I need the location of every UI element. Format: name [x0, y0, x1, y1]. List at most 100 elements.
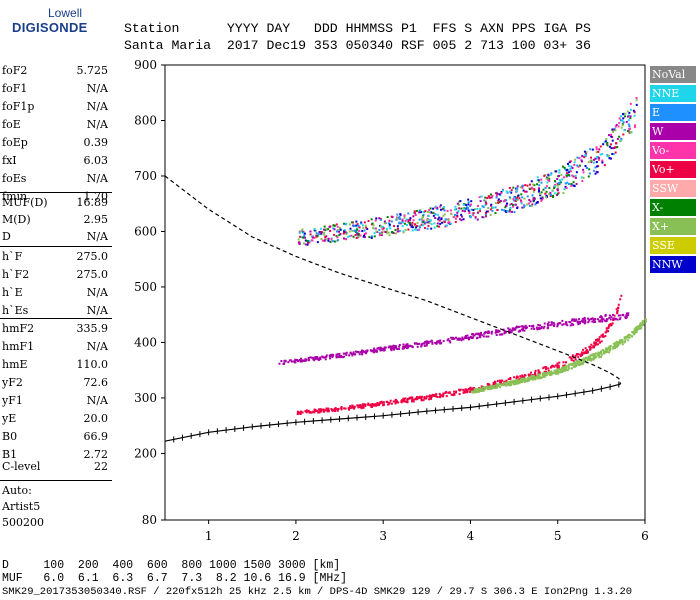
echo-point	[533, 373, 536, 376]
echo-point	[453, 392, 456, 395]
echo-point	[420, 223, 423, 226]
echo-point	[549, 371, 552, 374]
param-value: 6.03	[83, 154, 109, 167]
echo-point	[434, 213, 437, 216]
y-tick-label: 600	[134, 224, 157, 238]
echo-point	[319, 410, 322, 413]
param-row: hmE 110.0	[2, 356, 108, 374]
echo-point	[505, 379, 508, 382]
echo-point	[442, 393, 445, 396]
echo-point	[635, 103, 638, 106]
echo-point	[618, 341, 621, 344]
echo-point	[614, 125, 617, 128]
echo-point	[370, 350, 373, 353]
param-value: 2.72	[83, 448, 109, 461]
echo-point	[429, 207, 432, 210]
echo-point	[513, 211, 516, 214]
echo-point	[378, 402, 381, 405]
echo-point	[432, 395, 435, 398]
echo-point	[607, 154, 610, 157]
echo-point	[579, 363, 582, 366]
echo-point	[510, 191, 513, 194]
echo-point	[373, 232, 376, 235]
echo-point	[421, 216, 424, 219]
echo-point	[581, 320, 584, 323]
echo-point	[604, 314, 607, 317]
echo-point	[602, 335, 605, 338]
echo-point	[301, 230, 304, 233]
echo-point	[439, 204, 442, 207]
echo-point	[343, 222, 346, 225]
echo-point	[530, 375, 533, 378]
echo-point	[569, 324, 572, 327]
echo-point	[541, 375, 544, 378]
param-row: D N/A	[2, 228, 108, 246]
echo-point	[324, 236, 327, 239]
echo-point	[598, 320, 601, 323]
echo-point	[536, 200, 539, 203]
echo-point	[450, 213, 453, 216]
echo-point	[607, 326, 610, 329]
echo-point	[431, 342, 434, 345]
echo-point	[599, 145, 602, 148]
echo-point	[594, 344, 597, 347]
echo-point	[302, 359, 305, 362]
echo-point	[490, 204, 493, 207]
echo-point	[414, 342, 417, 345]
echo-point	[490, 196, 493, 199]
echo-point	[490, 332, 493, 335]
echo-point	[620, 294, 623, 297]
param-label: B0	[2, 430, 18, 443]
echo-point	[548, 193, 551, 196]
echo-point	[371, 222, 374, 225]
echo-point	[617, 303, 620, 306]
echo-point	[342, 237, 345, 240]
echo-point	[540, 376, 543, 379]
echo-point	[481, 386, 484, 389]
echo-point	[568, 320, 571, 323]
echo-point	[573, 161, 576, 164]
echo-point	[588, 168, 591, 171]
echo-point	[588, 172, 591, 175]
echo-point	[299, 359, 302, 362]
echo-point	[564, 167, 567, 170]
echo-point	[328, 226, 331, 229]
echo-point	[420, 398, 423, 401]
echo-point	[447, 219, 450, 222]
echo-point	[310, 239, 313, 242]
echo-point	[338, 230, 341, 233]
echo-point	[509, 381, 512, 384]
echo-point	[598, 356, 601, 359]
legend-item-ssw: SSW	[650, 180, 696, 197]
echo-point	[512, 205, 515, 208]
echo-point	[309, 230, 312, 233]
echo-point	[479, 336, 482, 339]
echo-point	[556, 365, 559, 368]
echo-point	[392, 348, 395, 351]
echo-point	[612, 347, 615, 350]
echo-point	[605, 143, 608, 146]
echo-point	[491, 330, 494, 333]
echo-point	[569, 363, 572, 366]
echo-point	[558, 361, 561, 364]
echo-point	[488, 331, 491, 334]
echo-point	[338, 352, 341, 355]
echo-point	[401, 221, 404, 224]
echo-point	[465, 204, 468, 207]
echo-point	[541, 372, 544, 375]
echo-point	[576, 353, 579, 356]
echo-point	[614, 317, 617, 320]
echo-point	[454, 391, 457, 394]
echo-point	[633, 333, 636, 336]
echo-point	[618, 339, 621, 342]
echo-point	[430, 339, 433, 342]
echo-point	[607, 330, 610, 333]
echo-point	[508, 384, 511, 387]
echo-point	[575, 182, 578, 185]
echo-point	[562, 176, 565, 179]
echo-point	[306, 240, 309, 243]
echo-point	[373, 403, 376, 406]
echo-point	[453, 216, 456, 219]
echo-point	[337, 353, 340, 356]
